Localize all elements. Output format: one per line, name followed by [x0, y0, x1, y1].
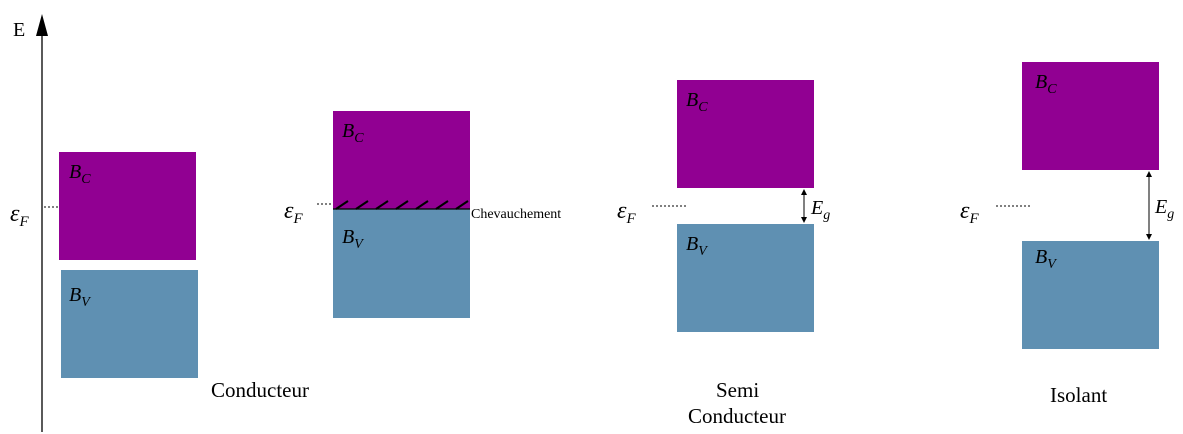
energy-axis-arrowhead: [36, 14, 48, 36]
overlap-hatching: [333, 200, 470, 210]
conduction-band-3: [677, 80, 814, 188]
valence-band-label-2: BV: [342, 226, 364, 252]
fermi-level-label-3: εF: [617, 198, 636, 227]
fermi-level-label-2: εF: [284, 198, 303, 227]
conduction-band-1: [59, 152, 196, 260]
band-gap-label-4: Eg: [1154, 196, 1174, 222]
caption-semi-line2: Conducteur: [688, 404, 786, 428]
conduction-band-label-2: BC: [342, 120, 364, 146]
energy-axis-label: E: [13, 19, 25, 41]
conduction-band-4: [1022, 62, 1159, 170]
overlap-label: Chevauchement: [471, 207, 561, 222]
caption-isolant: Isolant: [1050, 383, 1107, 407]
fermi-level-label-1: εF: [10, 201, 29, 230]
valence-band-1: [61, 270, 198, 378]
conduction-band-2: [333, 111, 470, 209]
conduction-band-label-3: BC: [686, 89, 708, 115]
valence-band-2: [333, 209, 470, 318]
valence-band-4: [1022, 241, 1159, 349]
valence-band-label-4: BV: [1035, 246, 1057, 272]
valence-band-label-1: BV: [69, 284, 91, 310]
caption-conducteur: Conducteur: [211, 378, 309, 402]
conduction-band-label-1: BC: [69, 161, 91, 187]
conduction-band-label-4: BC: [1035, 71, 1057, 97]
caption-semi-line1: Semi: [716, 378, 759, 402]
valence-band-3: [677, 224, 814, 332]
valence-band-label-3: BV: [686, 233, 708, 259]
fermi-level-label-4: εF: [960, 198, 979, 227]
band-gap-label-3: Eg: [810, 197, 830, 223]
